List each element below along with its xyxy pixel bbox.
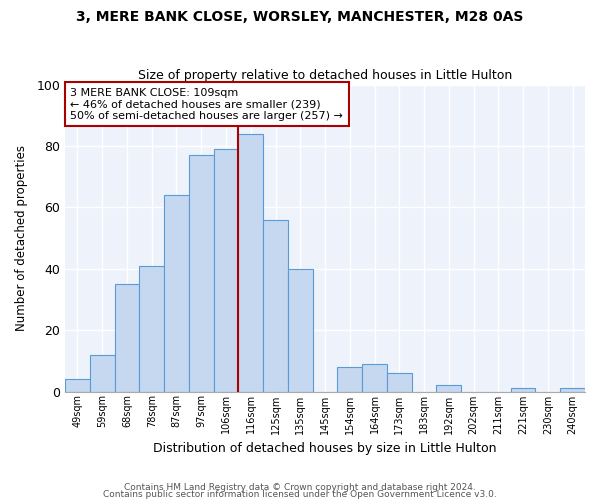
- X-axis label: Distribution of detached houses by size in Little Hulton: Distribution of detached houses by size …: [153, 442, 497, 455]
- Bar: [164, 195, 189, 392]
- Text: Contains HM Land Registry data © Crown copyright and database right 2024.: Contains HM Land Registry data © Crown c…: [124, 484, 476, 492]
- Bar: [65, 379, 90, 392]
- Bar: [263, 220, 288, 392]
- Text: 3, MERE BANK CLOSE, WORSLEY, MANCHESTER, M28 0AS: 3, MERE BANK CLOSE, WORSLEY, MANCHESTER,…: [76, 10, 524, 24]
- Bar: [288, 268, 313, 392]
- Bar: [214, 149, 238, 392]
- Bar: [115, 284, 139, 392]
- Bar: [387, 373, 412, 392]
- Bar: [362, 364, 387, 392]
- Bar: [238, 134, 263, 392]
- Title: Size of property relative to detached houses in Little Hulton: Size of property relative to detached ho…: [138, 69, 512, 82]
- Bar: [436, 386, 461, 392]
- Y-axis label: Number of detached properties: Number of detached properties: [15, 145, 28, 331]
- Text: Contains public sector information licensed under the Open Government Licence v3: Contains public sector information licen…: [103, 490, 497, 499]
- Bar: [337, 367, 362, 392]
- Bar: [511, 388, 535, 392]
- Bar: [139, 266, 164, 392]
- Bar: [189, 155, 214, 392]
- Text: 3 MERE BANK CLOSE: 109sqm
← 46% of detached houses are smaller (239)
50% of semi: 3 MERE BANK CLOSE: 109sqm ← 46% of detac…: [70, 88, 343, 121]
- Bar: [560, 388, 585, 392]
- Bar: [90, 354, 115, 392]
